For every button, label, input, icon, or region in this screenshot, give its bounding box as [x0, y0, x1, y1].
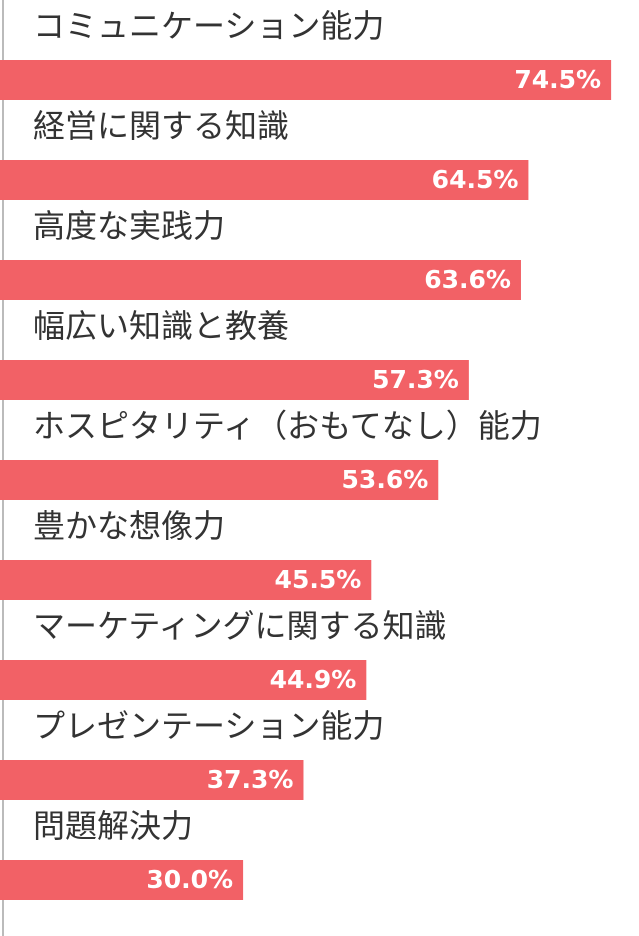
bar	[0, 160, 529, 200]
bar	[0, 460, 439, 500]
value-label: 45.5%	[275, 565, 362, 594]
bar	[0, 660, 367, 700]
value-label: 44.9%	[270, 665, 357, 694]
category-label: プレゼンテーション能力	[33, 707, 384, 745]
value-label: 63.6%	[424, 265, 511, 294]
bar	[0, 60, 612, 100]
category-label: 豊かな想像力	[33, 507, 225, 545]
category-label: 幅広い知識と教養	[33, 307, 289, 345]
value-label: 37.3%	[207, 765, 294, 794]
value-label: 64.5%	[432, 165, 519, 194]
value-label: 74.5%	[514, 65, 601, 94]
bar	[0, 260, 521, 300]
value-label: 30.0%	[146, 865, 233, 894]
category-label: ホスピタリティ（おもてなし）能力	[33, 407, 542, 445]
bar	[0, 560, 372, 600]
bar	[0, 860, 244, 900]
bar	[0, 760, 304, 800]
category-label: 経営に関する知識	[33, 107, 289, 145]
bar	[0, 360, 469, 400]
category-label: 問題解決力	[33, 807, 193, 845]
category-label: コミュニケーション能力	[33, 7, 384, 45]
value-label: 53.6%	[342, 465, 429, 494]
category-label: マーケティングに関する知識	[33, 607, 446, 645]
category-label: 高度な実践力	[33, 207, 225, 245]
value-label: 57.3%	[372, 365, 459, 394]
